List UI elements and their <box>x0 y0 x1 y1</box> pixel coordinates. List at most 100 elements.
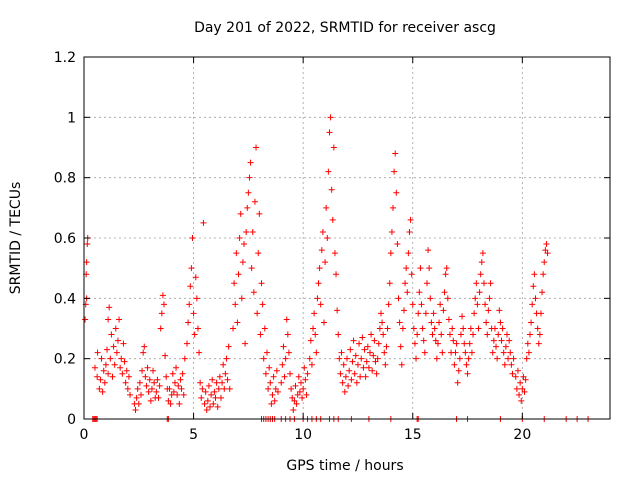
data-point <box>387 250 394 257</box>
data-point <box>203 406 210 413</box>
data-point <box>445 316 452 323</box>
y-axis-label: SRMTID / TECUs <box>8 182 24 295</box>
data-point <box>463 361 470 368</box>
data-point <box>105 370 112 377</box>
data-point <box>112 325 119 332</box>
data-point <box>333 271 340 278</box>
data-point <box>354 361 361 368</box>
data-point <box>213 379 220 386</box>
data-point <box>216 373 223 380</box>
data-point <box>283 316 290 323</box>
data-point <box>212 394 219 401</box>
data-point <box>453 340 460 347</box>
data-point <box>262 370 269 377</box>
data-point <box>181 355 188 362</box>
data-point <box>360 364 367 371</box>
data-point <box>194 325 201 332</box>
data-point <box>357 373 364 380</box>
data-point <box>140 349 147 356</box>
data-point <box>442 271 449 278</box>
data-point <box>242 340 249 347</box>
data-point <box>530 283 537 290</box>
data-point <box>514 367 521 374</box>
data-point <box>473 280 480 287</box>
data-point <box>399 325 406 332</box>
data-point <box>479 250 486 257</box>
data-point <box>143 382 150 389</box>
data-point <box>326 129 333 136</box>
data-point <box>102 361 109 368</box>
data-point <box>197 379 204 386</box>
data-point <box>501 361 508 368</box>
data-point <box>315 280 322 287</box>
data-point <box>295 373 302 380</box>
data-point <box>211 388 218 395</box>
data-point <box>350 337 357 344</box>
data-point <box>506 337 513 344</box>
data-point <box>159 292 166 299</box>
data-point <box>153 388 160 395</box>
data-point <box>428 319 435 326</box>
data-point <box>147 397 154 404</box>
data-point <box>474 301 481 308</box>
data-point <box>516 391 523 398</box>
data-point <box>296 388 303 395</box>
data-point <box>379 319 386 326</box>
data-point <box>166 385 173 392</box>
data-point <box>209 376 216 383</box>
data-point <box>117 364 124 371</box>
data-point <box>191 331 198 338</box>
data-point <box>450 337 457 344</box>
data-point <box>434 340 441 347</box>
data-point <box>237 210 244 217</box>
data-point <box>299 394 306 401</box>
data-point <box>447 331 454 338</box>
data-points <box>82 114 592 422</box>
data-point <box>334 307 341 314</box>
data-point <box>472 295 479 302</box>
data-point <box>416 289 423 296</box>
data-point <box>167 400 174 407</box>
data-point <box>238 295 245 302</box>
data-point <box>320 319 327 326</box>
data-point <box>119 370 126 377</box>
data-point <box>113 349 120 356</box>
data-point <box>165 397 172 404</box>
data-point <box>459 313 466 320</box>
data-point <box>390 204 397 211</box>
data-point <box>303 391 310 398</box>
data-point <box>319 228 326 235</box>
data-point <box>106 304 113 311</box>
data-point <box>404 289 411 296</box>
data-point <box>505 355 512 362</box>
data-point <box>300 385 307 392</box>
data-point <box>331 250 338 257</box>
data-point <box>174 391 181 398</box>
x-tick-label: 0 <box>80 427 89 443</box>
data-point <box>498 337 505 344</box>
data-point <box>427 295 434 302</box>
data-point <box>426 265 433 272</box>
data-point <box>312 331 319 338</box>
y-tick-label: 0.6 <box>54 231 76 247</box>
data-point <box>215 385 222 392</box>
data-point <box>527 331 534 338</box>
data-point <box>100 367 107 374</box>
data-point <box>385 301 392 308</box>
data-point <box>388 228 395 235</box>
data-point <box>266 364 273 371</box>
data-point <box>202 388 209 395</box>
data-point <box>317 301 324 308</box>
data-point <box>363 358 370 365</box>
data-point <box>508 361 515 368</box>
data-point <box>327 114 334 121</box>
data-point <box>436 319 443 326</box>
data-point <box>187 283 194 290</box>
data-point <box>449 325 456 332</box>
data-point <box>369 367 376 374</box>
data-point <box>217 394 224 401</box>
data-point <box>358 355 365 362</box>
data-point <box>454 379 461 386</box>
data-point <box>139 367 146 374</box>
